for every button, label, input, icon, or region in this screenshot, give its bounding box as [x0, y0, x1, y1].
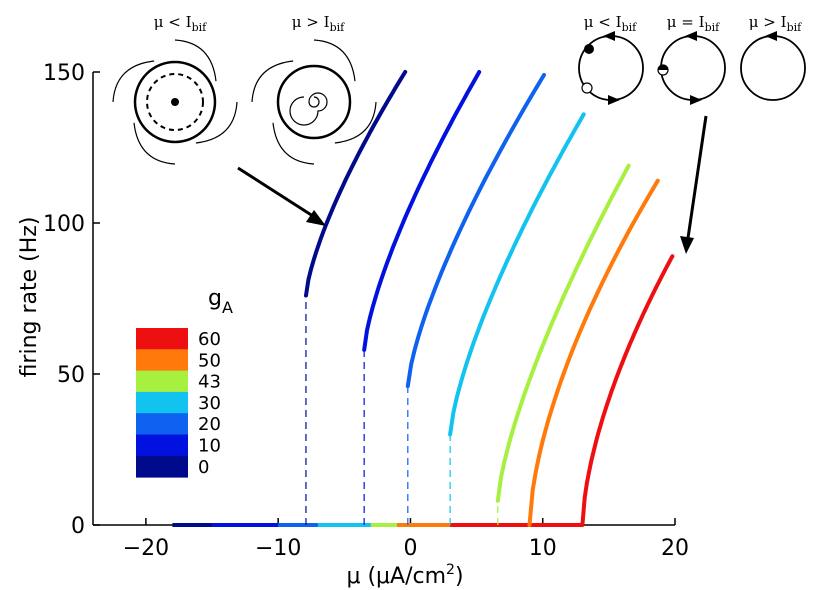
inset-left-2-flow-arc [272, 122, 315, 165]
inset-right-3-label-i: I [781, 13, 787, 31]
x-axis-label-main: μ (μA/cm [346, 564, 446, 589]
inset-left-1-label-rel: < [168, 13, 185, 31]
right-inset-arrow-line [686, 115, 708, 239]
inset-left-1-flow-arc [195, 101, 238, 144]
inset-left-1-label-i: I [186, 13, 192, 31]
curve-60 [580, 254, 675, 527]
curve-20 [405, 73, 546, 389]
invariant-circle-2 [660, 35, 726, 101]
inset-right-1-label: μ < Ibif [584, 13, 637, 34]
inset-right-3-label-rel: > [763, 13, 780, 31]
inset-left-2-flow-arc [251, 60, 294, 103]
limit-cycle [276, 64, 352, 140]
x-tick-label: −20 [123, 536, 169, 561]
flow-arrow-2a [685, 31, 697, 41]
stable-focus [171, 98, 179, 106]
inset-left-2-label-rel: > [306, 13, 323, 31]
inset-right-3-label-sub: bif [787, 21, 803, 34]
legend-swatch-10 [136, 434, 188, 457]
inset-right-1-label-rel: < [598, 13, 615, 31]
legend-title-sub: A [222, 298, 233, 317]
phase-portrait-insets: μ < Ibif μ > Ibif μ < Ibif μ = Ibif μ > Ibif [112, 13, 806, 165]
curve-30 [448, 112, 586, 437]
x-axis-label-sup: 2 [446, 562, 455, 578]
legend-label-60: 60 [198, 329, 221, 350]
inset-left-2-label: μ > Ibif [292, 13, 345, 34]
unstable-limit-cycle [146, 73, 204, 131]
inset-left-1-label: μ < Ibif [154, 13, 207, 34]
inset-right-3-label: μ > Ibif [749, 13, 802, 34]
legend-label-20: 20 [198, 414, 221, 435]
y-axis-label: firing rate (Hz) [17, 217, 42, 378]
inset-right-2-label-i: I [699, 13, 705, 31]
legend-label-43: 43 [198, 372, 221, 393]
inset-left-1-flow-arc [174, 39, 217, 82]
y-tick-label: 100 [43, 212, 85, 237]
inset-right-2-label: μ = Ibif [667, 13, 720, 34]
inset-left-1-flow-arc [133, 122, 176, 165]
bifurcation-dashes [305, 295, 499, 525]
fi-curves [304, 70, 675, 527]
y-tick-label: 150 [43, 61, 85, 86]
legend-title-main: g [208, 286, 222, 311]
left-inset-arrow-line [237, 166, 317, 220]
inset-left-2-flow-arc [334, 101, 377, 144]
legend-label-50: 50 [198, 350, 221, 371]
inset-left-1-flow-arc [112, 60, 155, 103]
x-axis-label-end: ) [455, 564, 464, 589]
inset-right-2-label-mu: μ [667, 13, 682, 31]
x-tick-label: 0 [403, 536, 417, 561]
inset-right-1-label-sub: bif [622, 21, 638, 34]
x-tick-label: 10 [529, 536, 557, 561]
legend-swatch-50 [136, 349, 188, 372]
inset-left-2-label-mu: μ [292, 13, 307, 31]
legend-label-0: 0 [198, 457, 209, 478]
saddle-point [581, 82, 593, 94]
inset-left-2-flow-arc [313, 39, 356, 82]
x-tick-label: −10 [255, 536, 301, 561]
limit-cycle-right [740, 35, 806, 101]
stable-node [584, 44, 594, 54]
curve-0 [304, 70, 408, 298]
flow-arrow-2b [690, 95, 702, 105]
flow-arrow-1a [603, 31, 615, 41]
inset-left-2-label-i: I [324, 13, 330, 31]
annotation-arrows [237, 115, 708, 254]
legend-swatch-0 [136, 455, 188, 478]
legend-label-30: 30 [198, 393, 221, 414]
legend-swatch-43 [136, 370, 188, 393]
inset-right-2-label-sub: bif [705, 21, 721, 34]
stable-limit-cycle [133, 60, 217, 144]
curve-10 [362, 70, 482, 352]
inset-right-1-label-i: I [616, 13, 622, 31]
legend-label-10: 10 [198, 436, 221, 457]
legend-swatch-30 [136, 391, 188, 414]
left-inset-arrowhead [306, 210, 326, 226]
x-tick-label: 20 [661, 536, 689, 561]
y-tick-label: 50 [57, 363, 85, 388]
flow-arrow-1b [608, 95, 620, 105]
y-tick-label: 0 [71, 514, 85, 539]
curve-43 [495, 163, 631, 503]
inset-left-1-label-mu: μ [154, 13, 169, 31]
inset-left-1-label-sub: bif [192, 21, 208, 34]
inset-left-2-label-sub: bif [330, 21, 346, 34]
unstable-spiral [289, 92, 328, 126]
saddle-node-half [658, 65, 668, 70]
inset-right-1-label-mu: μ [584, 13, 599, 31]
inset-right-3-label-mu: μ [749, 13, 764, 31]
flow-arrow-3a [765, 31, 777, 41]
curve-50 [527, 178, 660, 527]
x-axis-label: μ (μA/cm2) [346, 562, 463, 589]
legend-swatch-20 [136, 413, 188, 435]
right-inset-arrowhead [680, 236, 694, 254]
legend-title: gA [208, 286, 233, 317]
legend-swatch-60 [136, 328, 188, 350]
inset-right-2-label-rel: = [681, 13, 698, 31]
